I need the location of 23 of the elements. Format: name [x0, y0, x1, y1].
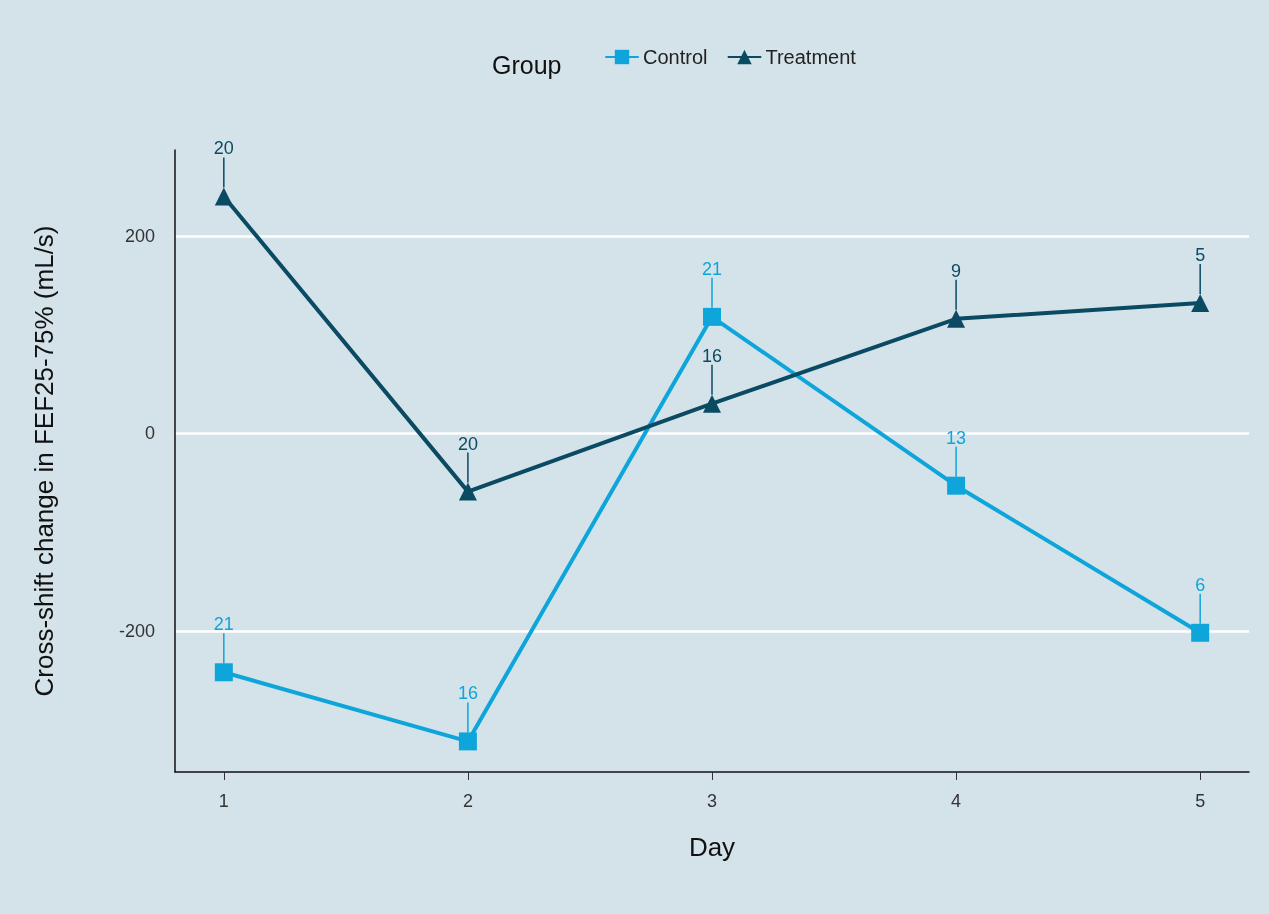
annotation: 21 [701, 258, 723, 279]
legend-label: Control [643, 46, 708, 68]
x-tick-label: 4 [951, 791, 962, 811]
x-axis-title: Day [688, 832, 736, 862]
y-axis-title: Cross-shift change in FEF25-75% (mL/s) [29, 225, 59, 697]
y-tick-label: 200 [124, 225, 155, 246]
annotation: 5 [1195, 245, 1206, 266]
legend-label: Treatment [765, 46, 857, 68]
x-tick-label: 2 [462, 791, 473, 811]
y-tick-label: -200 [118, 620, 155, 641]
annotation: 6 [1195, 574, 1206, 595]
x-tick-label: 3 [706, 791, 718, 811]
legend-title: Group [492, 50, 562, 79]
annotation: 20 [457, 433, 478, 454]
annotation: 16 [701, 345, 723, 366]
annotation: 13 [946, 427, 967, 448]
x-tick-label: 1 [218, 791, 229, 811]
annotation: 9 [951, 260, 962, 281]
annotation: 16 [457, 683, 478, 704]
annotation: 20 [213, 138, 234, 159]
x-tick-label: 5 [1195, 791, 1206, 811]
annotation: 21 [213, 614, 234, 635]
y-tick-label: 0 [144, 423, 155, 444]
